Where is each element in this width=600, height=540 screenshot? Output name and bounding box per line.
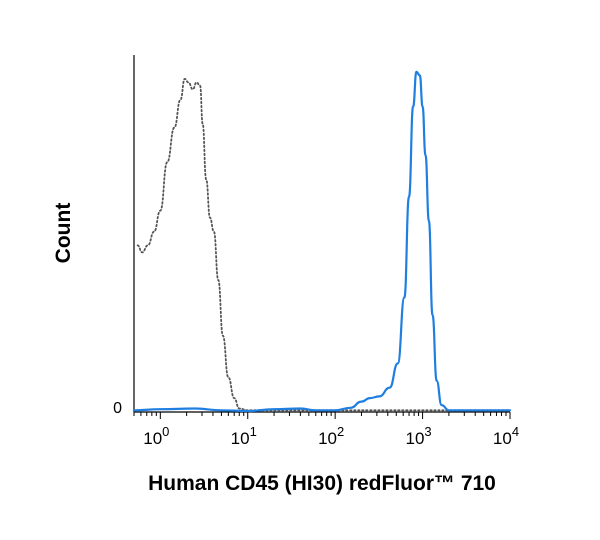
stained-histogram-line (132, 70, 512, 413)
y-tick-label: 0 (113, 400, 122, 417)
y-axis-title: Count (52, 203, 75, 264)
x-tick-labels: 100 101 102 103 104 (143, 424, 519, 448)
x-tick-label: 103 (406, 424, 432, 448)
x-axis-title: Human CD45 (HI30) redFluor™ 710 (148, 472, 496, 495)
control-histogram-line (136, 78, 511, 412)
y-tick-labels: 0 (113, 400, 122, 417)
x-tick-label: 104 (493, 424, 519, 448)
x-tick-marks (133, 412, 511, 419)
x-tick-label: 100 (143, 424, 169, 448)
x-tick-label: 102 (318, 424, 344, 448)
x-tick-label: 101 (231, 424, 257, 448)
axes (133, 55, 510, 413)
series-group (132, 70, 512, 413)
